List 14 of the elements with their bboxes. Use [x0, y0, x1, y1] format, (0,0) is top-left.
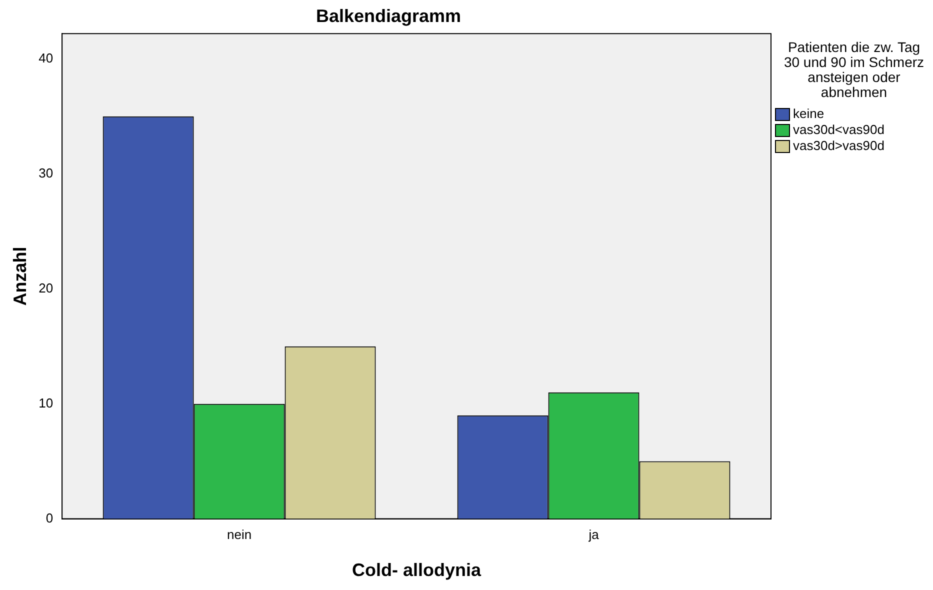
x-tick-label: nein	[227, 527, 252, 542]
y-tick-label: 40	[38, 50, 54, 66]
legend-label: vas30d<vas90d	[793, 122, 884, 138]
y-axis-title: Anzahl	[10, 246, 30, 306]
y-tick-label: 30	[38, 165, 54, 180]
y-tick-label: 10	[38, 395, 54, 410]
x-axis-title: Cold- allodynia	[352, 560, 482, 580]
x-tick-label: ja	[588, 527, 600, 542]
legend-label: keine	[793, 106, 824, 122]
legend-title: Patienten die zw. Tag 30 und 90 im Schmerz ansteigen oder abnehmen	[782, 39, 926, 100]
chart-title: Balkendiagramm	[316, 6, 462, 26]
legend-label: vas30d>vas90d	[793, 138, 884, 154]
y-tick-label: 20	[38, 280, 54, 296]
y-tick-label: 0	[46, 510, 54, 526]
